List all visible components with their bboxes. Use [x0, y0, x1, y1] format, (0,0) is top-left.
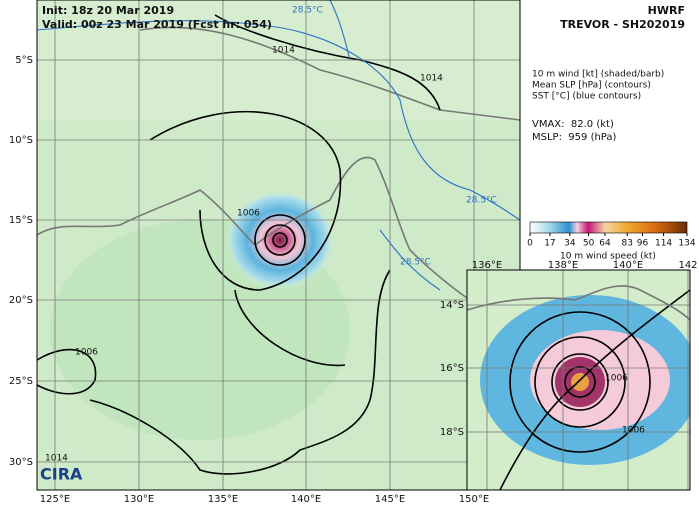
colorbar-tick-label: 17	[544, 239, 555, 249]
lon-label: 136°E	[472, 260, 502, 271]
lon-label: 125°E	[40, 494, 70, 505]
lat-label: 30°S	[9, 457, 33, 468]
lat-label: 14°S	[440, 300, 464, 311]
vmax: VMAX: 82.0 (kt)	[532, 119, 614, 130]
contour-label: 1014	[45, 454, 68, 464]
contour-label: 1014	[420, 74, 443, 84]
inset-map	[467, 270, 690, 490]
map-frame	[36, 0, 521, 491]
lon-label: 145°E	[375, 494, 405, 505]
main-map	[37, 0, 520, 490]
model: HWRF	[648, 4, 685, 17]
lon-label: 142	[678, 260, 697, 271]
colorbar-tick-label: 34	[564, 239, 576, 249]
inset-grid: 136°E 138°E 140°E 142 14°S 16°S 18°S 1006 1006	[440, 260, 698, 490]
mslp: MSLP: 959 (hPa)	[532, 132, 617, 143]
lat-label: 10°S	[9, 135, 33, 146]
storm-name: TREVOR - SH202019	[560, 18, 685, 31]
lon-label: 138°E	[548, 260, 578, 271]
colorbar	[529, 221, 688, 234]
legend-line: Mean SLP [hPa] (contours)	[532, 81, 651, 91]
lat-label: 5°S	[15, 55, 33, 66]
lat-label: 15°S	[9, 215, 33, 226]
lat-label: 20°S	[9, 295, 33, 306]
colorbar-tick-label: 0	[527, 239, 533, 249]
inset-frame	[466, 269, 691, 491]
sst-label: 28.5°C	[400, 258, 431, 268]
legend-line: SST [°C] (blue contours)	[532, 92, 641, 102]
lat-label: 25°S	[9, 376, 33, 387]
contour-label: 1006	[605, 374, 628, 384]
lon-label: 135°E	[208, 494, 238, 505]
colorbar-tick-label: 50	[583, 239, 595, 249]
contour-label: 1014	[272, 46, 295, 56]
colorbar-ticks: 0 17 34 50 64 83 96 114 134	[527, 233, 696, 249]
sst-label: 28.5°C	[292, 6, 323, 16]
colorbar-tick-label: 64	[599, 239, 611, 249]
init-time: Init: 18z 20 Mar 2019	[42, 4, 174, 17]
legend-line: 10 m wind [kt] (shaded/barb)	[532, 70, 664, 80]
colorbar-label: 10 m wind speed (kt)	[560, 252, 656, 262]
lon-label: 150°E	[459, 494, 489, 505]
colorbar-tick-label: 96	[637, 239, 649, 249]
contour-label: 1006	[622, 426, 645, 436]
lat-label: 18°S	[440, 427, 464, 438]
colorbar-tick-label: 114	[655, 239, 672, 249]
lon-label: 140°E	[613, 260, 643, 271]
contour-label: 1006	[75, 348, 98, 358]
colorbar-tick-label: 134	[678, 239, 695, 249]
lon-label: 140°E	[291, 494, 321, 505]
contour-label: 1006	[237, 209, 260, 219]
logo: CIRA	[40, 465, 83, 484]
sst-label: 28.5°C	[466, 196, 497, 206]
valid-time: Valid: 00z 23 Mar 2019 (Fcst hr: 054)	[42, 18, 272, 31]
lat-label: 16°S	[440, 363, 464, 374]
colorbar-tick-label: 83	[622, 239, 633, 249]
lon-label: 130°E	[124, 494, 154, 505]
